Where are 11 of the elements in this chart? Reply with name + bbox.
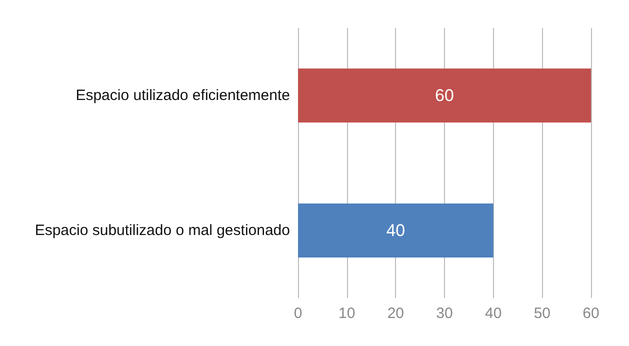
x-tick-label: 40 [484,305,502,322]
x-tick-label: 20 [387,305,404,322]
y-tick-label: Espacio utilizado eficientemente [76,87,290,104]
x-tick-label: 0 [294,305,302,322]
data-label: 60 [435,86,454,105]
x-tick-label: 10 [338,305,356,322]
x-tick-label: 30 [436,305,453,322]
y-tick-label: Espacio subutilizado o mal gestionado [34,222,290,239]
data-label: 40 [386,221,406,240]
x-tick-label: 60 [582,305,600,322]
x-tick-label: 50 [534,305,551,322]
